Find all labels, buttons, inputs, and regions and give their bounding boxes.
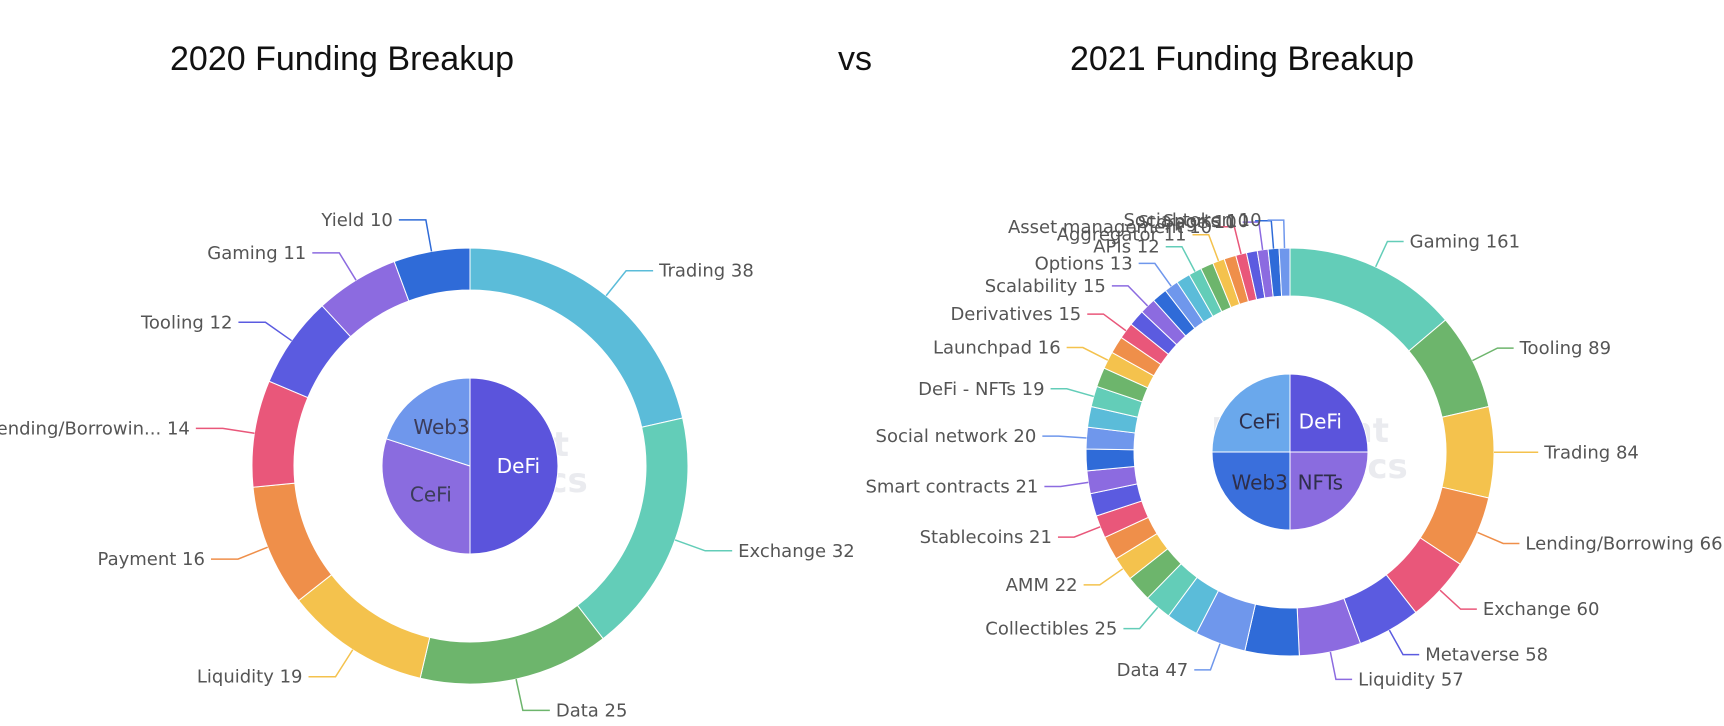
outer-label-trading: Trading 84: [1543, 442, 1639, 463]
leader-line: [1138, 262, 1172, 287]
outer-label-tooling: Tooling 89: [1519, 338, 1611, 359]
outer-label-liquidity: Liquidity 57: [1358, 669, 1464, 690]
leader-line: [308, 649, 354, 678]
outer-label-liquidity: Liquidity 19: [197, 667, 303, 688]
leader-line: [1472, 347, 1514, 362]
inner-slice-defi[interactable]: [469, 377, 559, 555]
leader-line: [1066, 346, 1109, 361]
inner-label-defi: DeFi: [497, 454, 540, 478]
outer-slice-payment[interactable]: [252, 482, 333, 602]
outer-label-launchpad: Launchpad 16: [933, 338, 1061, 359]
leader-line: [1042, 435, 1087, 439]
leader-line: [1388, 629, 1420, 656]
leader-line: [1057, 526, 1101, 538]
inner-label-web3: Web3: [413, 415, 469, 439]
leader-line: [1165, 245, 1196, 272]
leader-line: [1477, 531, 1520, 545]
outer-label-payment: Payment 16: [98, 549, 205, 570]
leader-line: [1050, 388, 1094, 398]
outer-label-stablecoins: Stablecoins 21: [920, 527, 1052, 548]
chart-title-2020: 2020 Funding Breakup: [170, 40, 515, 78]
leader-line: [1111, 285, 1149, 307]
outer-label-tooling: Tooling 12: [140, 312, 232, 333]
outer-slice-social-token[interactable]: [1278, 247, 1291, 297]
outer-label-storage: Storage 10: [1138, 212, 1237, 233]
leader-line: [674, 539, 733, 552]
leader-line: [1218, 226, 1242, 255]
donut-chart-2020: FootprintAnalyticsDeFiCeFiWeb3Trading 38…: [0, 210, 855, 721]
outer-label-lending-borrowin: Lending/Borrowin... 14: [0, 418, 190, 439]
outer-label-amm: AMM 22: [1006, 575, 1078, 596]
outer-label-apis: APIs 12: [1093, 237, 1159, 258]
outer-label-scalability: Scalability 15: [985, 276, 1106, 297]
leader-line: [1123, 606, 1159, 630]
outer-label-gaming: Gaming 161: [1410, 231, 1520, 252]
outer-label-smart-contracts: Smart contracts 21: [865, 477, 1038, 498]
outer-label-collectibles: Collectibles 25: [985, 619, 1117, 640]
outer-slice-gaming[interactable]: [1289, 247, 1447, 352]
outer-label-derivatives: Derivatives 15: [950, 304, 1081, 325]
leader-line: [605, 269, 654, 297]
leader-line: [238, 321, 293, 342]
outer-label-exchange: Exchange 60: [1483, 599, 1600, 620]
inner-slice-web3[interactable]: [1211, 451, 1291, 531]
leader-line: [1192, 233, 1220, 262]
outer-slice[interactable]: [1085, 448, 1136, 472]
outer-slice-trading[interactable]: [1441, 405, 1495, 499]
outer-slice-lending-borrowin[interactable]: [251, 380, 309, 488]
leader-line: [1194, 643, 1221, 671]
outer-label-options: Options 13: [1035, 253, 1133, 274]
leader-line: [1329, 651, 1353, 681]
inner-slice-web3[interactable]: [385, 377, 471, 467]
inner-slice-defi[interactable]: [1289, 373, 1369, 453]
inner-label-nfts: NFTs: [1298, 470, 1343, 494]
inner-label-cefi: CeFi: [1239, 410, 1281, 434]
outer-label-aggregator: Aggregator 11: [1057, 225, 1187, 246]
inner-slice-cefi[interactable]: [1211, 373, 1291, 453]
outer-label-defi-nfts: DeFi - NFTs 19: [918, 379, 1044, 400]
outer-slice-exchange[interactable]: [576, 417, 689, 640]
outer-label-asset-management: Asset management 10: [1008, 217, 1212, 238]
inner-slice-nfts[interactable]: [1289, 451, 1369, 531]
outer-label-data: Data 47: [1117, 660, 1189, 681]
outer-slice-data[interactable]: [419, 604, 604, 685]
leader-line: [312, 252, 357, 281]
leader-line: [210, 546, 268, 560]
leader-line: [1374, 240, 1404, 268]
outer-label-social-network: Social network 20: [876, 426, 1037, 447]
outer-label-social-token: Social token 10: [1123, 210, 1261, 231]
chart-title-2021: 2021 Funding Breakup: [1070, 40, 1415, 78]
leader-line: [1087, 313, 1127, 332]
leader-line: [195, 427, 255, 434]
leader-line: [1044, 481, 1089, 488]
leader-line: [1242, 221, 1264, 250]
inner-label-defi: DeFi: [1299, 410, 1342, 434]
leader-line: [1083, 568, 1124, 586]
outer-label-sports: Sports 10: [1163, 211, 1249, 232]
leader-line: [1267, 219, 1286, 249]
leader-line: [1439, 589, 1477, 610]
leader-line: [515, 678, 550, 712]
outer-label-yield: Yield 10: [320, 210, 392, 231]
outer-label-trading: Trading 38: [658, 261, 754, 282]
inner-label-cefi: CeFi: [410, 482, 452, 506]
inner-slice-cefi[interactable]: [381, 438, 471, 555]
outer-label-lending-borrowing: Lending/Borrowing 66: [1525, 533, 1722, 554]
outer-label-gaming: Gaming 11: [207, 243, 306, 264]
outer-slice-liquidity[interactable]: [297, 573, 431, 679]
outer-slice-yield[interactable]: [393, 247, 471, 302]
inner-label-web3: Web3: [1232, 470, 1288, 494]
outer-label-metaverse: Metaverse 58: [1425, 645, 1548, 666]
outer-label-data: Data 25: [556, 700, 628, 721]
donut-chart-2021: FootprintAnalyticsDeFiNFTsWeb3CeFiGaming…: [865, 210, 1722, 690]
vs-label: vs: [838, 40, 872, 78]
leader-line: [398, 219, 433, 252]
outer-label-exchange: Exchange 32: [738, 541, 855, 562]
